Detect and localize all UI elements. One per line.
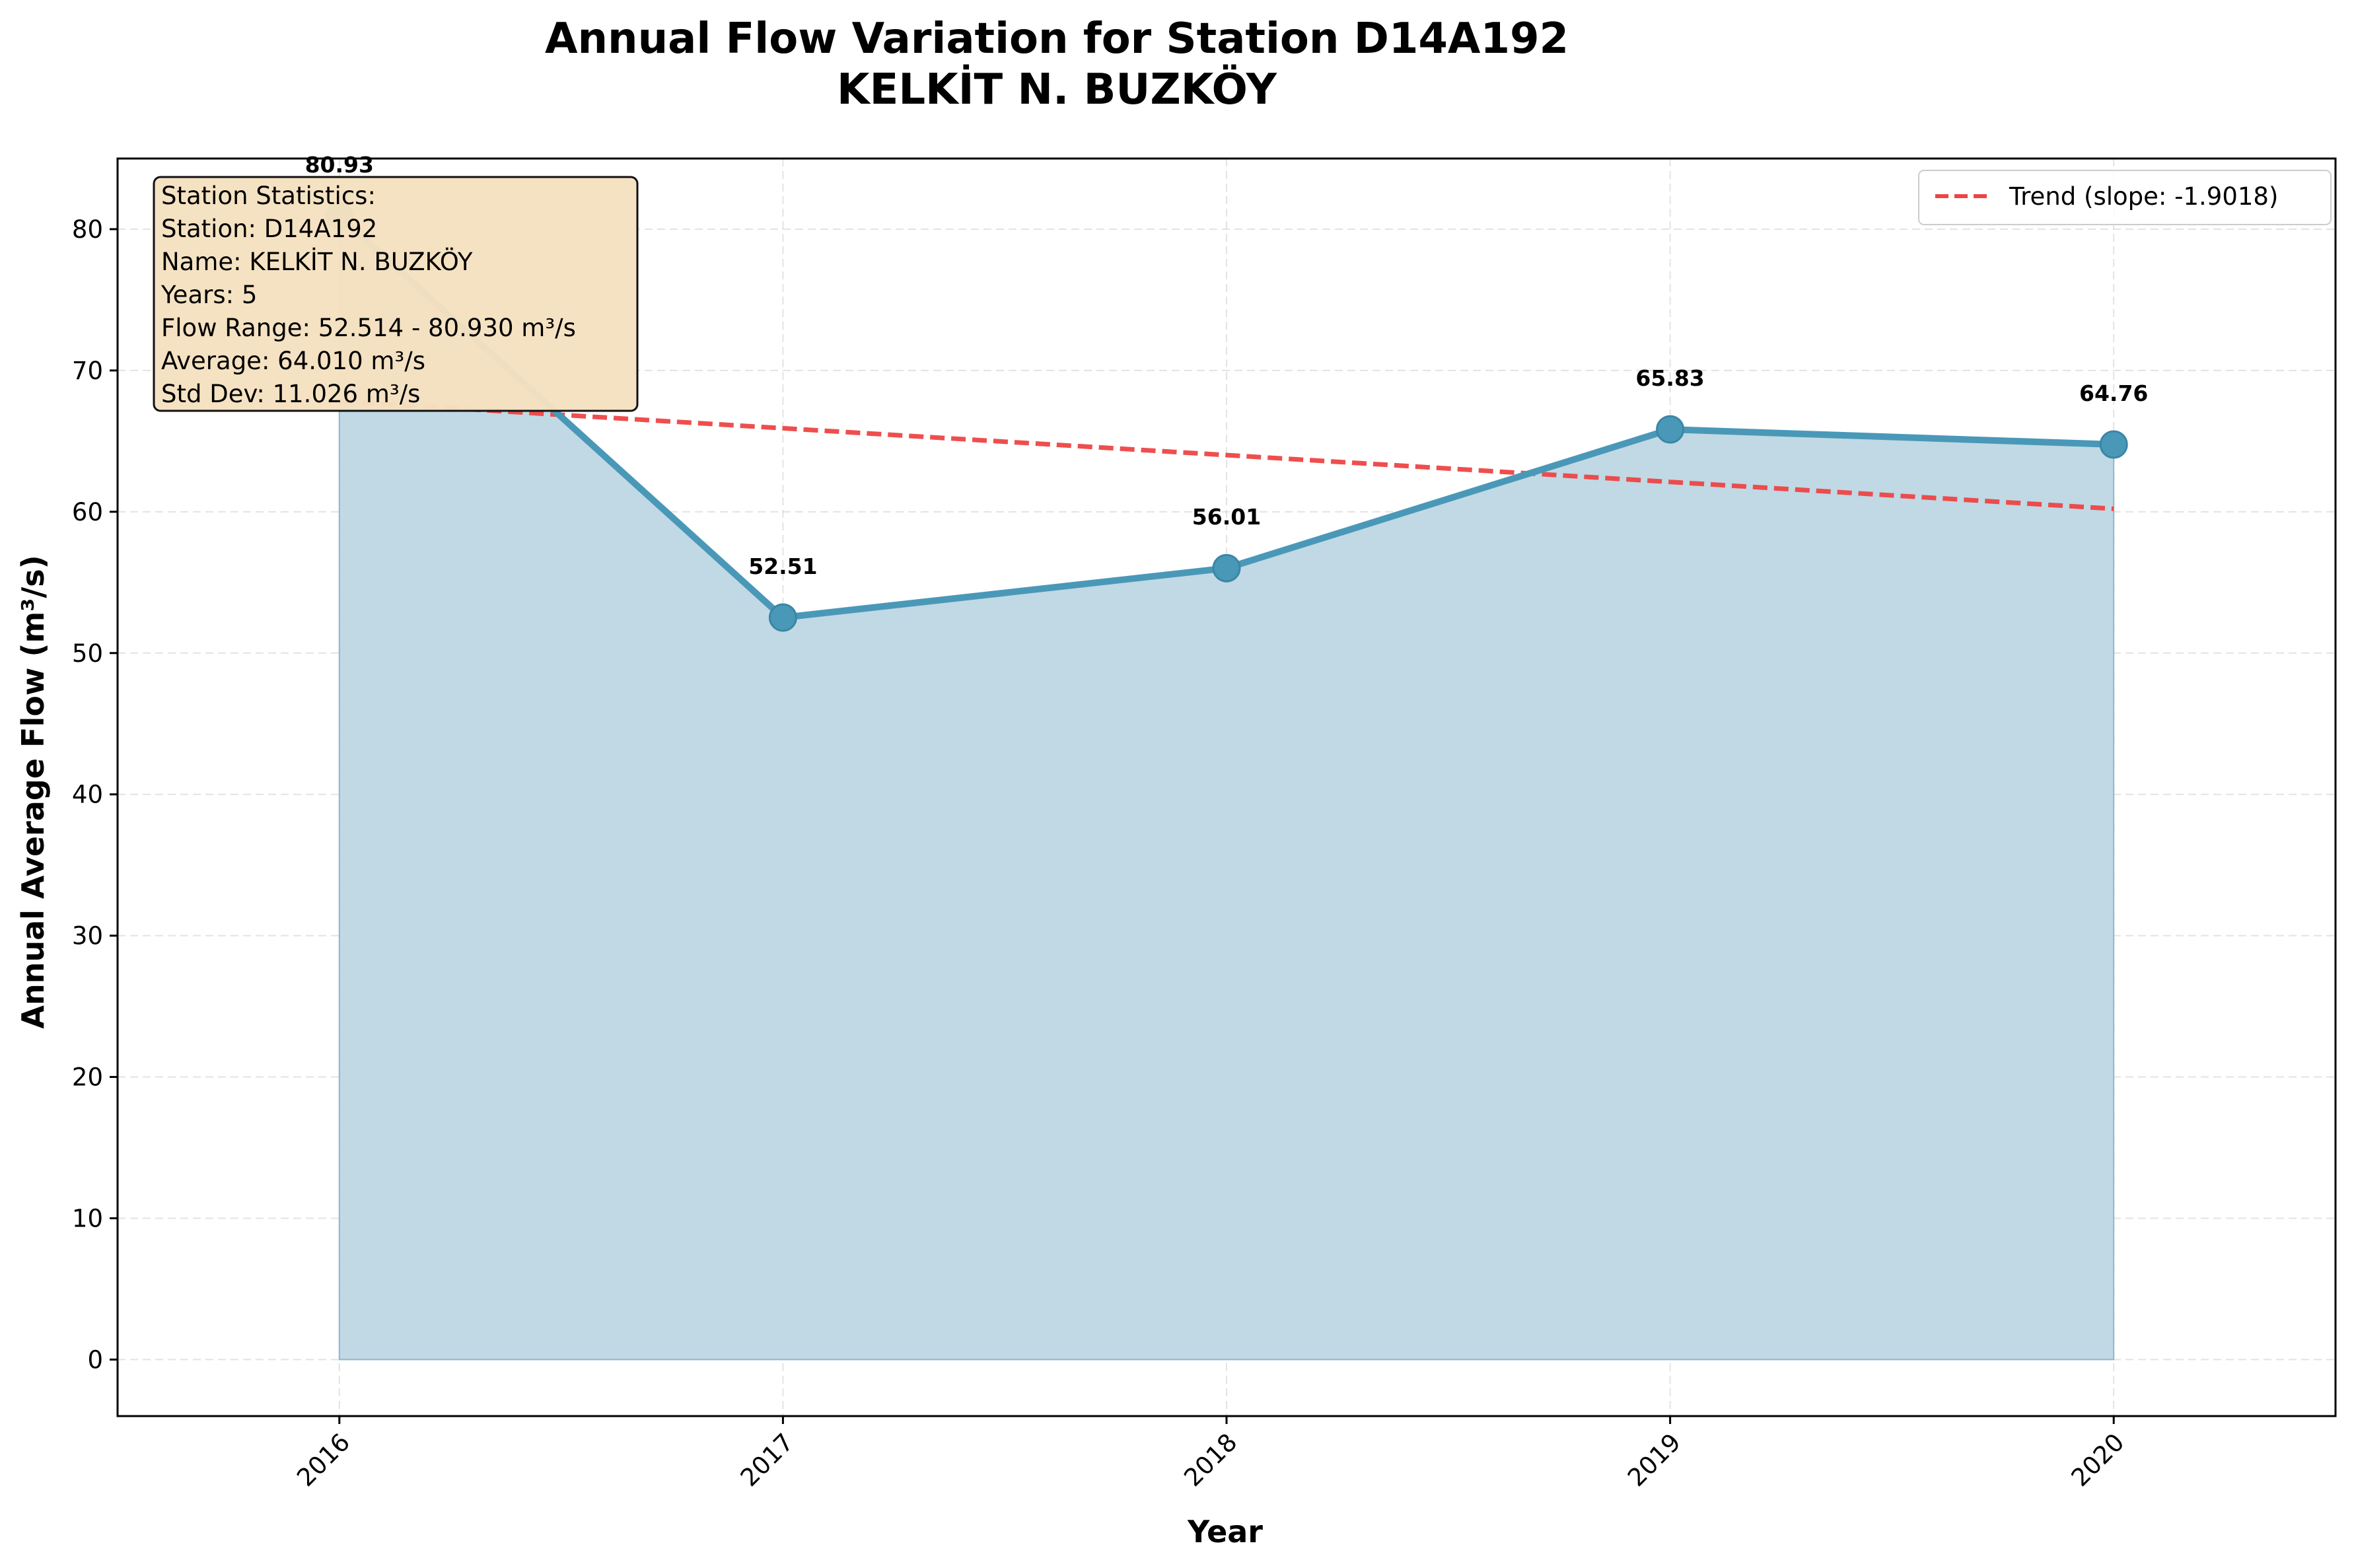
data-labels: 80.93 52.51 56.01 65.83 64.76 (305, 152, 2149, 579)
y-tick-label-20: 20 (72, 1063, 103, 1092)
trend-line (339, 399, 2114, 511)
x-tick-label-2019: 2019 (1622, 1428, 1686, 1492)
legend-frame (1918, 170, 2332, 225)
chart-title: Annual Flow Variation for Station D14A19… (545, 15, 1569, 63)
legend-trend-label: Trend (slope: -1.9018) (2009, 182, 2278, 211)
chart-subtitle: KELKİT N. BUZKÖY (837, 64, 1277, 114)
y-tick-label-50: 50 (72, 639, 103, 668)
data-label-2020: 64.76 (2079, 380, 2148, 406)
legend: Trend (slope: -1.9018) (1918, 170, 2332, 225)
flow-point-2017 (768, 603, 797, 632)
stats-station: Station: D14A192 (161, 215, 377, 243)
y-tick-label-60: 60 (72, 498, 103, 526)
stats-flow-range: Flow Range: 52.514 - 80.930 m³/s (161, 314, 576, 342)
y-axis-label: Annual Average Flow (m³/s) (15, 555, 51, 1028)
x-tick-label-2016: 2016 (291, 1428, 355, 1492)
stats-years: Years: 5 (160, 281, 257, 309)
y-tick-label-40: 40 (72, 781, 103, 809)
y-tick-label-70: 70 (72, 357, 103, 385)
flow-point-2018 (1212, 553, 1241, 583)
axes (110, 157, 2337, 1424)
x-tick-label-2018: 2018 (1178, 1428, 1242, 1492)
stats-name: Name: KELKİT N. BUZKÖY (161, 248, 473, 276)
x-tick-label-2017: 2017 (735, 1428, 799, 1492)
data-label-2018: 56.01 (1192, 504, 1261, 530)
data-label-2016: 80.93 (305, 152, 374, 178)
y-tick-label-0: 0 (87, 1345, 103, 1374)
data-label-2017: 52.51 (748, 553, 817, 579)
station-stats-box: Station Statistics: Station: D14A192 Nam… (153, 176, 639, 412)
flow-point-2019 (1656, 415, 1685, 444)
y-tick-label-30: 30 (72, 922, 103, 950)
y-tick-label-80: 80 (72, 215, 103, 244)
stats-heading: Station Statistics: (161, 182, 376, 210)
data-label-2019: 65.83 (1635, 365, 1704, 391)
stats-average: Average: 64.010 m³/s (161, 347, 425, 375)
x-tick-label-2020: 2020 (2066, 1428, 2130, 1492)
flow-point-2020 (2099, 430, 2128, 459)
x-axis-label: Year (1187, 1514, 1263, 1550)
stats-std-dev: Std Dev: 11.026 m³/s (161, 380, 420, 408)
trend-line-path (339, 399, 2114, 511)
stats-box-frame (153, 176, 639, 412)
y-tick-label-10: 10 (72, 1204, 103, 1232)
